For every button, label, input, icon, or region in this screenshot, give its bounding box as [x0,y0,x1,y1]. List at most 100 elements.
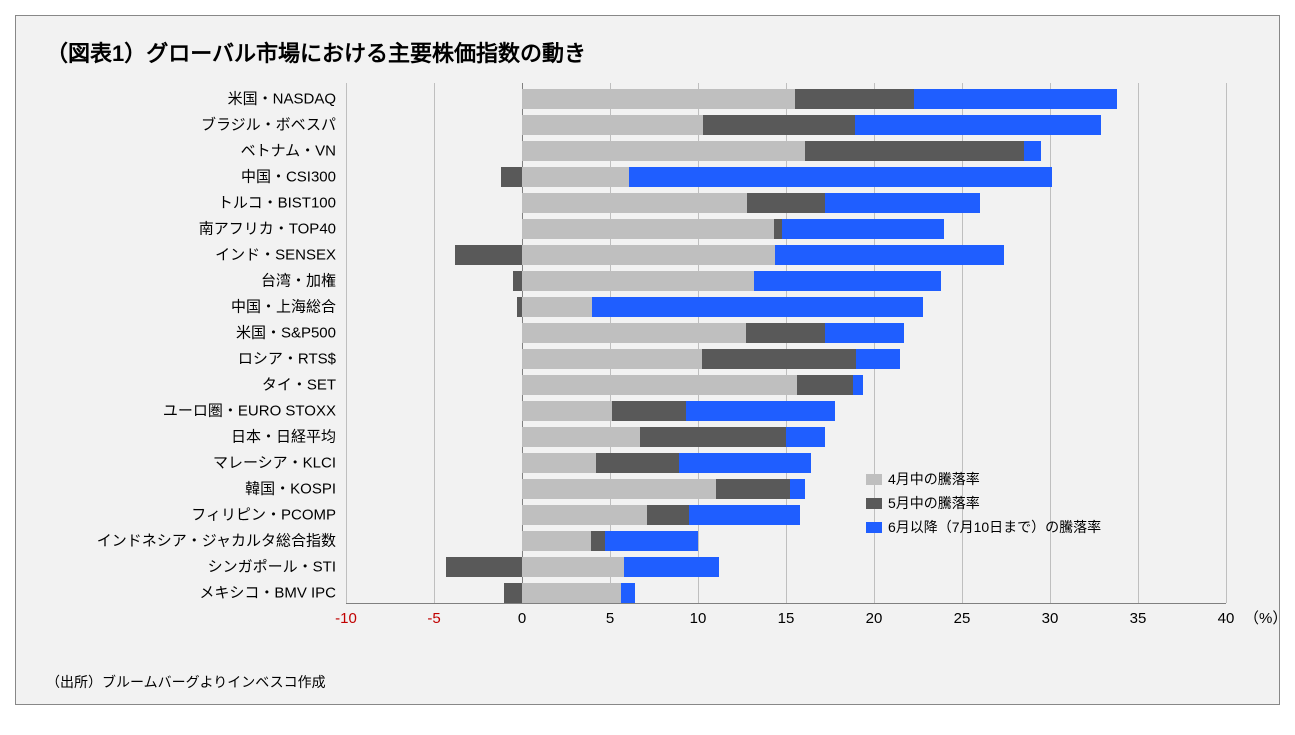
x-axis: -10-50510152025303540 [346,603,1226,633]
bar-segment-april [522,375,797,395]
category-label: 日本・日経平均 [231,430,336,445]
bar-segment-may [795,89,915,109]
bar-segment-april [522,167,629,187]
chart-title: （図表1）グローバル市場における主要株価指数の動き [46,36,1249,68]
plot-area: 米国・NASDAQブラジル・ボベスパベトナム・VN中国・CSI300トルコ・BI… [46,83,1246,638]
bar-segment-may [501,167,522,187]
source-note: （出所）ブルームバーグよりインベスコ作成 [46,672,326,692]
bar-segment-june [629,167,1051,187]
bar-row [346,297,1226,317]
category-label: インド・SENSEX [215,248,336,263]
category-label: 台湾・加権 [261,274,336,289]
bar-segment-may [805,141,1023,161]
bar-segment-april [522,89,795,109]
legend-label: 4月中の騰落率 [888,469,980,489]
bar-segment-june [790,479,806,499]
category-label: ユーロ圏・EURO STOXX [163,404,336,419]
x-tick-label: 20 [866,610,883,627]
bar-segment-april [522,583,621,603]
bar-segment-june [825,193,980,213]
category-label: メキシコ・BMV IPC [199,586,336,601]
bar-segment-june [592,297,923,317]
bar-segment-may [746,323,825,343]
bar-row [346,219,1226,239]
bar-row [346,89,1226,109]
x-tick-label: 25 [954,610,971,627]
bar-segment-june [605,531,698,551]
bar-segment-june [686,401,836,421]
category-label: マレーシア・KLCI [213,456,336,471]
bar-segment-may [774,219,783,239]
bar-segment-may [455,245,522,265]
legend-label: 5月中の騰落率 [888,493,980,513]
gridline [1138,83,1139,603]
bar-segment-june [855,115,1101,135]
bar-row [346,557,1226,577]
bar-row [346,193,1226,213]
bar-row [346,115,1226,135]
gridline [610,83,611,603]
bar-row [346,323,1226,343]
bar-segment-june [1024,141,1042,161]
x-tick-label: -5 [427,610,440,627]
y-axis-labels: 米国・NASDAQブラジル・ボベスパベトナム・VN中国・CSI300トルコ・BI… [46,83,336,603]
x-tick-label: 35 [1130,610,1147,627]
bar-segment-may [747,193,824,213]
bar-row [346,141,1226,161]
bar-segment-april [522,349,702,369]
x-tick-label: 30 [1042,610,1059,627]
bar-segment-april [522,453,596,473]
bar-segment-may [513,271,522,291]
x-axis-unit: （%） [1244,607,1287,628]
bar-segment-may [504,583,522,603]
bar-row [346,167,1226,187]
bar-segment-june [786,427,825,447]
bar-segment-april [522,271,754,291]
bar-segment-april [522,245,775,265]
bar-row [346,375,1226,395]
legend-label: 6月以降（7月10日まで）の騰落率 [888,517,1101,537]
bar-row [346,583,1226,603]
bar-segment-may [703,115,854,135]
legend: 4月中の騰落率 5月中の騰落率 6月以降（7月10日まで）の騰落率 [866,469,1101,541]
bar-segment-april [522,323,746,343]
category-label: 南アフリカ・TOP40 [199,222,336,237]
bar-segment-june [782,219,944,239]
bar-segment-may [702,349,857,369]
bar-segment-june [853,375,864,395]
bar-segment-april [522,219,774,239]
chart-container: （図表1）グローバル市場における主要株価指数の動き 米国・NASDAQブラジル・… [15,15,1280,705]
bar-row [346,271,1226,291]
x-tick-label: 5 [606,610,614,627]
bar-segment-june [775,245,1004,265]
bar-segment-june [679,453,811,473]
bar-row [346,427,1226,447]
zero-gridline [522,83,523,603]
category-label: シンガポール・STI [208,560,336,575]
gridline [1226,83,1227,603]
legend-item: 4月中の騰落率 [866,469,1101,489]
category-label: 中国・上海総合 [231,300,336,315]
bar-segment-june [914,89,1116,109]
bar-segment-june [621,583,635,603]
bar-segment-april [522,297,592,317]
category-label: 中国・CSI300 [241,170,336,185]
category-label: タイ・SET [262,378,336,393]
legend-swatch [866,522,882,533]
bar-segment-april [522,193,747,213]
category-label: ベトナム・VN [241,144,336,159]
x-tick-label: 10 [690,610,707,627]
category-label: 米国・NASDAQ [228,92,336,107]
x-tick-label: 0 [518,610,526,627]
bar-segment-april [522,557,624,577]
bar-segment-may [647,505,689,525]
bar-segment-june [624,557,719,577]
category-label: 米国・S&P500 [236,326,336,341]
bar-segment-april [522,401,612,421]
legend-item: 5月中の騰落率 [866,493,1101,513]
bar-segment-may [716,479,790,499]
bar-row [346,401,1226,421]
bar-segment-june [689,505,800,525]
category-label: 韓国・KOSPI [245,482,336,497]
legend-item: 6月以降（7月10日まで）の騰落率 [866,517,1101,537]
